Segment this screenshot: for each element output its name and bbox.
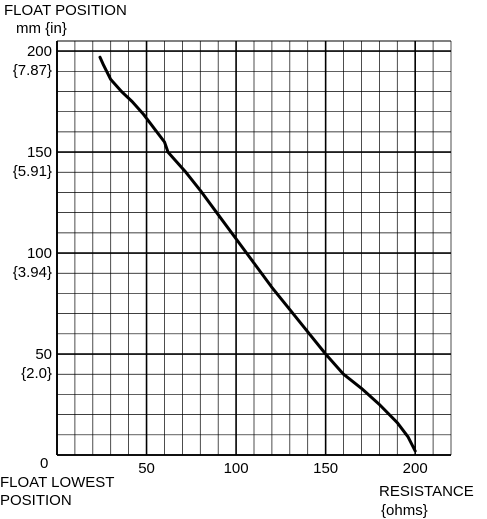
origin-label: 0 <box>40 455 49 472</box>
y-tick-label: 150 <box>26 144 52 162</box>
y-tick-label: 100 <box>26 245 52 263</box>
y-tick-label: 50 <box>35 346 52 364</box>
minor-gridlines <box>57 41 452 455</box>
x-axis-title: RESISTANCE <box>379 483 474 500</box>
series-layer <box>98 55 417 453</box>
y-tick-sublabel: {7.87} <box>12 62 52 80</box>
x-tick-label: 150 <box>313 460 339 477</box>
y-axis-unit: mm {in} <box>16 20 67 37</box>
origin-note-line2: POSITION <box>0 492 72 509</box>
x-tick-label: 200 <box>402 460 428 477</box>
x-tick-label: 50 <box>138 460 155 477</box>
x-tick-label: 100 <box>223 460 249 477</box>
y-tick-label: 200 <box>26 43 52 61</box>
y-tick-sublabel: {2.0} <box>21 365 52 383</box>
y-axis-title: FLOAT POSITION <box>4 2 127 19</box>
y-tick-sublabel: {3.94} <box>12 264 52 282</box>
x-axis-unit: {ohms} <box>381 502 428 519</box>
origin-note-line1: FLOAT LOWEST <box>0 474 115 491</box>
y-tick-sublabel: {5.91} <box>12 163 52 181</box>
major-gridlines <box>56 40 451 456</box>
series-line-1 <box>98 55 417 453</box>
